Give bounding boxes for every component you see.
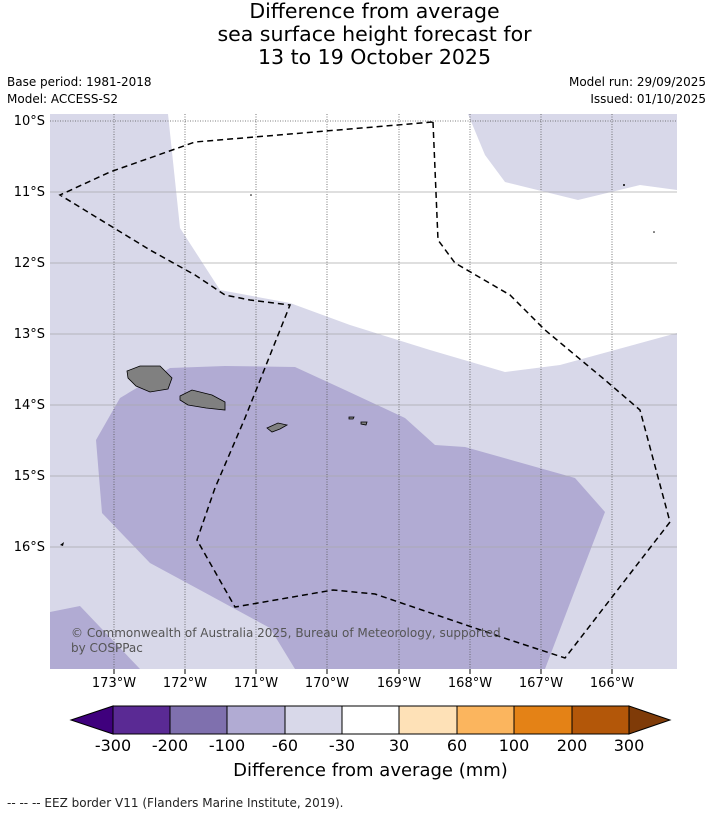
- lat-lines: [50, 191, 677, 548]
- colorbar-swatch-3: [226, 705, 286, 735]
- colorbar-swatch-4: [284, 705, 343, 735]
- colorbar-swatch-6: [398, 705, 458, 735]
- colorbar-tick-6: 30: [388, 736, 410, 755]
- island-manua-1: [348, 416, 355, 420]
- lat-label-15s: 15°S: [14, 469, 45, 484]
- colorbar-swatch-7: [456, 705, 515, 735]
- colorbar-tick-5: -30: [328, 736, 356, 755]
- lat-label-10s: 10°S: [14, 114, 45, 129]
- anomaly-region-medium: [96, 366, 605, 669]
- lon-label-172w: 172°W: [163, 676, 207, 691]
- lon-label-170w: 170°W: [305, 676, 349, 691]
- island-savaii: [126, 365, 173, 393]
- colorbar-swatch-8: [513, 705, 573, 735]
- title-line-2: sea surface height forecast for: [217, 22, 532, 46]
- lon-ticks: [113, 669, 613, 674]
- issued-date: Issued: 01/10/2025: [590, 92, 706, 106]
- island-swains: [60, 542, 64, 546]
- meta-right: Model run: 29/09/2025 Issued: 01/10/2025: [569, 74, 706, 108]
- lat-label-14s: 14°S: [14, 398, 45, 413]
- colorbar-tick-4: -60: [271, 736, 299, 755]
- title-line-3: 13 to 19 October 2025: [257, 45, 492, 69]
- colorbar-tick-3: -100: [208, 736, 246, 755]
- anomaly-region-neutral: [168, 114, 677, 372]
- eez-legend: -- -- -- EEZ border V11 (Flanders Marine…: [7, 796, 344, 810]
- colorbar-title: Difference from average (mm): [233, 760, 508, 781]
- base-period: Base period: 1981-2018: [7, 75, 152, 89]
- colorbar-swatch-2: [169, 705, 228, 735]
- lat-label-13s: 13°S: [14, 327, 45, 342]
- colorbar-tick-10: 300: [613, 736, 645, 755]
- colorbar-swatch-9: [571, 705, 630, 735]
- island-tutuila: [266, 422, 289, 433]
- island-dot-1: [250, 194, 252, 196]
- model-run: Model run: 29/09/2025: [568, 75, 706, 89]
- island-dot-3: [653, 231, 655, 233]
- eez-border: [58, 121, 671, 659]
- colorbar-tick-1: -300: [94, 736, 132, 755]
- anomaly-region-medium-sw: [50, 606, 140, 669]
- colorbar-swatch-5: [341, 705, 400, 735]
- colorbar-tick-9: 200: [556, 736, 588, 755]
- island-manua-2: [360, 421, 368, 426]
- colorbar-tick-8: 100: [498, 736, 530, 755]
- lat-label-group: 10°S 11°S 12°S 13°S 14°S 15°S 16°S: [14, 114, 45, 555]
- island-dot-2: [623, 184, 625, 186]
- colorbar-tick-7: 60: [446, 736, 468, 755]
- title-line-1: Difference from average: [249, 0, 500, 23]
- lon-label-169w: 169°W: [377, 676, 421, 691]
- map-area: [50, 114, 677, 669]
- colorbar-extend-low: [69, 705, 114, 735]
- model-name: Model: ACCESS-S2: [7, 92, 119, 106]
- lon-label-166w: 166°W: [590, 676, 634, 691]
- colorbar: [69, 705, 672, 735]
- lon-label-167w: 167°W: [519, 676, 563, 691]
- lat-label-16s: 16°S: [14, 540, 45, 555]
- chart-title: Difference from average sea surface heig…: [0, 0, 713, 69]
- colorbar-extend-high: [628, 705, 672, 735]
- lon-label-168w: 168°W: [448, 676, 492, 691]
- copyright-text: © Commonwealth of Australia 2025, Bureau…: [71, 626, 501, 655]
- colorbar-swatch-1: [112, 705, 171, 735]
- meta-left: Base period: 1981-2018 Model: ACCESS-S2: [7, 74, 152, 108]
- lon-label-173w: 173°W: [92, 676, 136, 691]
- lon-label-171w: 171°W: [234, 676, 278, 691]
- lat-label-11s: 11°S: [14, 185, 45, 200]
- graticule: [50, 114, 677, 669]
- island-upolu: [179, 389, 226, 411]
- colorbar-tick-2: -200: [151, 736, 189, 755]
- lon-label-group: 173°W 172°W 171°W 170°W 169°W 168°W 167°…: [92, 676, 634, 691]
- lat-label-12s: 12°S: [14, 256, 45, 271]
